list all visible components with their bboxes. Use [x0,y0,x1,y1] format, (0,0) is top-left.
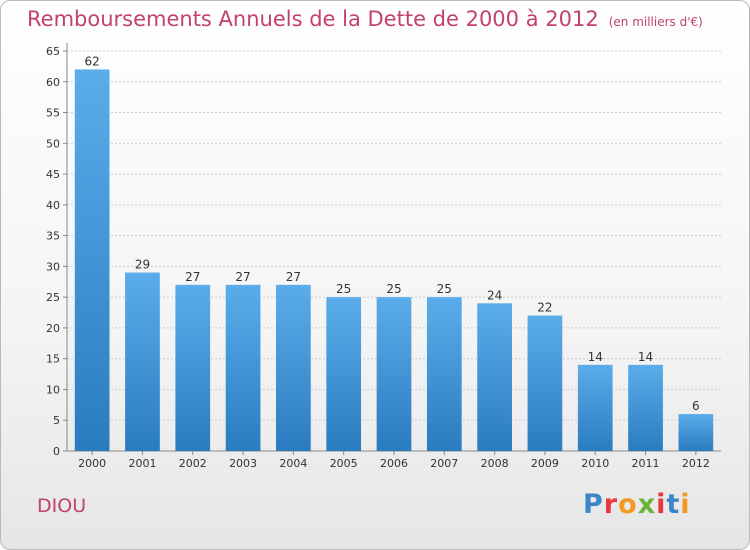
y-tick-label: 30 [46,260,60,273]
logo-letter: i [656,489,667,520]
x-tick-label: 2003 [229,457,257,470]
proxiti-logo: Proxiti [583,489,691,520]
data-label: 6 [692,399,700,413]
bar-2000 [74,69,110,451]
logo-letter: o [618,489,638,520]
logo-letter: P [583,489,604,520]
bar-2007 [426,297,462,451]
bar-2010 [577,364,613,451]
bar-2005 [326,297,362,451]
x-tick-label: 2010 [581,457,609,470]
y-tick-label: 35 [46,230,60,243]
y-tick-label: 55 [46,107,60,120]
x-tick-label: 2008 [481,457,509,470]
x-tick-label: 2002 [179,457,207,470]
logo-letter: x [637,489,657,520]
logo-letter: i [680,489,691,520]
bar-2008 [477,303,512,451]
data-label: 29 [135,258,150,272]
data-label: 25 [336,282,351,296]
y-tick-label: 60 [46,76,60,89]
bar-2006 [376,297,412,451]
y-tick-label: 5 [53,414,60,427]
data-label: 62 [85,54,100,68]
y-tick-label: 20 [46,322,60,335]
data-label: 14 [588,350,603,364]
x-tick-label: 2005 [330,457,358,470]
commune-name: DIOU [37,495,87,517]
x-tick-label: 2011 [632,457,660,470]
x-tick-label: 2006 [380,457,408,470]
data-label: 27 [185,270,200,284]
bar-2003 [225,284,261,451]
bar-2009 [527,315,563,451]
data-label: 14 [638,350,653,364]
x-tick-label: 2001 [128,457,156,470]
chart-unit: (en milliers d'€) [608,15,703,29]
logo-letter: r [603,489,619,520]
y-tick-label: 50 [46,137,60,150]
x-tick-label: 2009 [531,457,559,470]
y-tick-label: 10 [46,383,60,396]
data-label: 25 [386,282,401,296]
logo-letter: t [666,489,681,520]
chart-title-text: Remboursements Annuels de la Dette de 20… [27,7,599,31]
bar-2012 [678,414,714,451]
y-tick-label: 0 [53,445,60,458]
bar-2001 [125,272,160,451]
data-label: 25 [437,282,452,296]
chart-title: Remboursements Annuels de la Dette de 20… [27,7,703,31]
x-tick-label: 2012 [682,457,710,470]
y-tick-label: 65 [46,45,60,58]
bar-2011 [628,364,663,451]
x-tick-label: 2004 [279,457,307,470]
y-tick-label: 40 [46,199,60,212]
data-label: 27 [235,270,250,284]
y-tick-label: 25 [46,291,60,304]
bar-2004 [276,284,311,451]
data-label: 22 [537,301,552,315]
bar-2002 [175,284,211,451]
x-tick-label: 2007 [430,457,458,470]
data-label: 27 [286,270,301,284]
y-tick-label: 45 [46,168,60,181]
x-tick-label: 2000 [78,457,106,470]
data-label: 24 [487,288,502,302]
y-tick-label: 15 [46,353,60,366]
